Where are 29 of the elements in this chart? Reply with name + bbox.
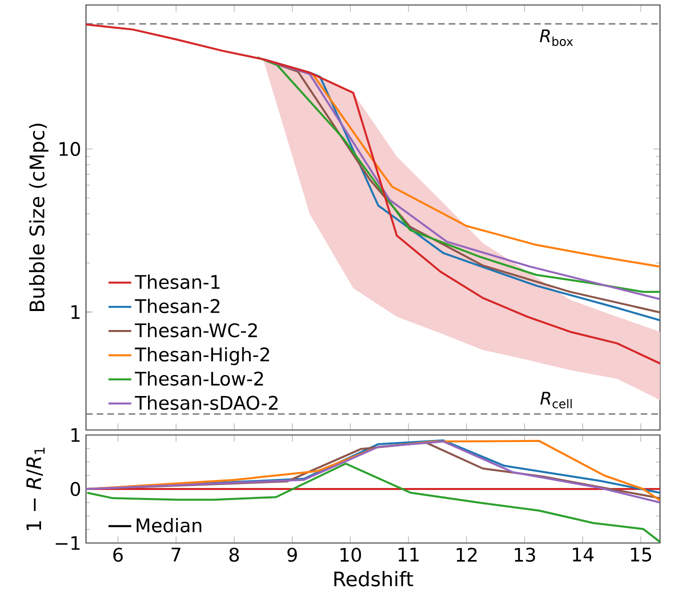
legend-label: Thesan-Low-2: [134, 371, 263, 386]
x-tick-label: 6: [113, 548, 123, 562]
legend-label: Median: [136, 518, 202, 532]
x-tick-label: 13: [514, 548, 536, 562]
y-tick-label: −1: [56, 536, 80, 550]
legend-label: Thesan-WC-2: [134, 322, 257, 338]
x-tick-label: 14: [572, 548, 594, 562]
y-tick-label: 1: [71, 305, 80, 319]
y-tick-label: 1: [71, 428, 80, 442]
x-tick-label: 7: [172, 548, 180, 562]
line-series: [86, 462, 660, 543]
ref-line-label: R$_{box}$: [540, 30, 573, 46]
legend-label: Thesan-1: [134, 274, 220, 290]
y-tick-label: 10: [60, 142, 80, 156]
y-axis-title: 1 − R/R$_{1}$: [26, 448, 45, 530]
legend-label: Thesan-2: [134, 298, 220, 314]
x-axis-title: Redshift: [334, 570, 414, 586]
line-series: [86, 24, 660, 364]
y-axis-title: Bubble Size (cMpc): [29, 124, 48, 312]
legend-label: Thesan-sDAO-2: [134, 395, 278, 410]
x-tick-label: 15: [631, 548, 652, 562]
legend-label: Thesan-High-2: [134, 347, 270, 366]
x-tick-label: 12: [456, 548, 477, 562]
x-tick-label: 8: [229, 548, 239, 562]
x-tick-label: 9: [287, 548, 297, 562]
y-tick-label: 0: [70, 482, 80, 496]
x-tick-label: 10: [340, 548, 361, 562]
x-tick-label: 11: [398, 548, 419, 562]
ref-line-label: R$_{cell}$: [540, 392, 572, 408]
